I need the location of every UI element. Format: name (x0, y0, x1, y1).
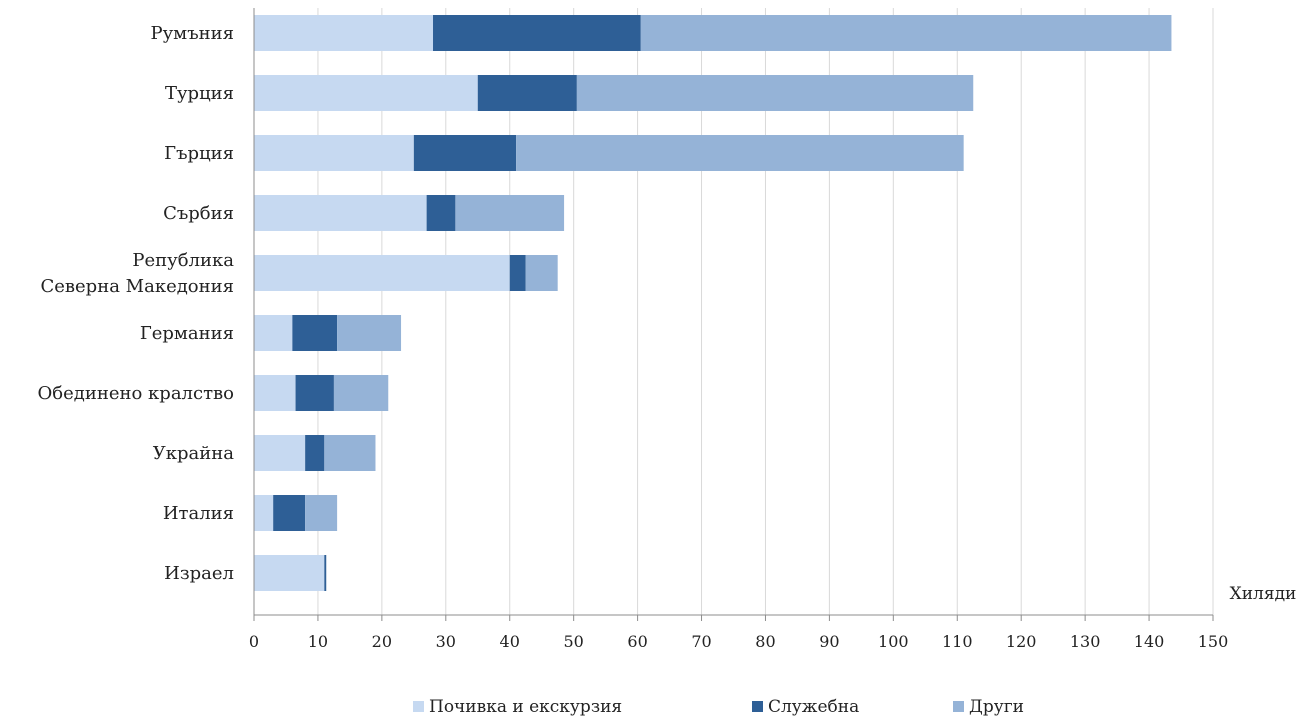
bar-segment (477, 75, 577, 111)
category-label: Турция (165, 83, 234, 104)
category-label: Република Северна Македония (40, 250, 234, 297)
x-tick-label: 70 (691, 632, 711, 651)
legend: Почивка и екскурзия Служебна Други (413, 697, 1024, 717)
category-label: Италия (163, 503, 234, 524)
x-tick-label: 120 (1006, 632, 1037, 651)
category-label: Сърбия (163, 203, 234, 224)
bar-segment (455, 195, 565, 231)
bars (254, 15, 1172, 591)
bar-segment (254, 435, 306, 471)
bar-segment (509, 255, 526, 291)
bar-segment (273, 495, 306, 531)
legend-label: Почивка и екскурзия (429, 697, 622, 717)
x-unit-label: Хиляди (1230, 584, 1297, 604)
x-tick-label: 50 (563, 632, 583, 651)
bar-segment (254, 255, 510, 291)
bar-segment (254, 315, 293, 351)
bar-segment (640, 15, 1172, 51)
x-tick-label: 140 (1134, 632, 1165, 651)
category-label: Германия (140, 323, 234, 344)
x-tick-label: 150 (1198, 632, 1229, 651)
category-label: Израел (164, 563, 234, 584)
bar-segment (413, 135, 517, 171)
bar-segment (254, 375, 296, 411)
bar-segment (516, 135, 964, 171)
x-tick-label: 110 (942, 632, 973, 651)
bar-segment (292, 315, 338, 351)
bar-segment (254, 135, 414, 171)
bar-segment (254, 555, 325, 591)
legend-swatch (413, 701, 424, 712)
x-tick-label: 40 (500, 632, 520, 651)
category-label: Украйна (153, 443, 235, 464)
category-label: Румъния (150, 23, 234, 44)
bar-segment (337, 315, 402, 351)
x-tick-label: 130 (1070, 632, 1101, 651)
bar-segment (433, 15, 641, 51)
x-axis: 0 10 20 30 40 50 60 70 80 90 100 110 120 130 140 150 (249, 8, 1228, 651)
x-tick-label: 10 (308, 632, 328, 651)
x-tick-label: 30 (436, 632, 456, 651)
bar-segment (254, 495, 274, 531)
bar-segment (305, 435, 325, 471)
bar-segment (254, 75, 478, 111)
x-tick-label: 90 (819, 632, 839, 651)
legend-swatch (953, 701, 964, 712)
legend-label: Други (969, 697, 1024, 717)
bar-segment (305, 495, 338, 531)
legend-swatch (752, 701, 763, 712)
bar-segment (426, 195, 456, 231)
category-labels: Румъния Турция Гърция Сърбия Република Северн… (38, 23, 235, 584)
category-label: Гърция (164, 143, 234, 164)
bar-segment (525, 255, 558, 291)
bar-segment (295, 375, 334, 411)
bar-segment (324, 555, 327, 591)
category-label: Обединено кралство (38, 383, 234, 404)
legend-label: Служебна (768, 697, 859, 717)
bar-segment (254, 195, 427, 231)
bar-segment (333, 375, 389, 411)
bar-segment (324, 435, 376, 471)
x-tick-label: 80 (755, 632, 775, 651)
x-tick-label: 60 (627, 632, 647, 651)
x-tick-label: 0 (249, 632, 259, 651)
bar-segment (576, 75, 974, 111)
bar-segment (254, 15, 434, 51)
x-tick-label: 20 (372, 632, 392, 651)
x-tick-label: 100 (878, 632, 909, 651)
